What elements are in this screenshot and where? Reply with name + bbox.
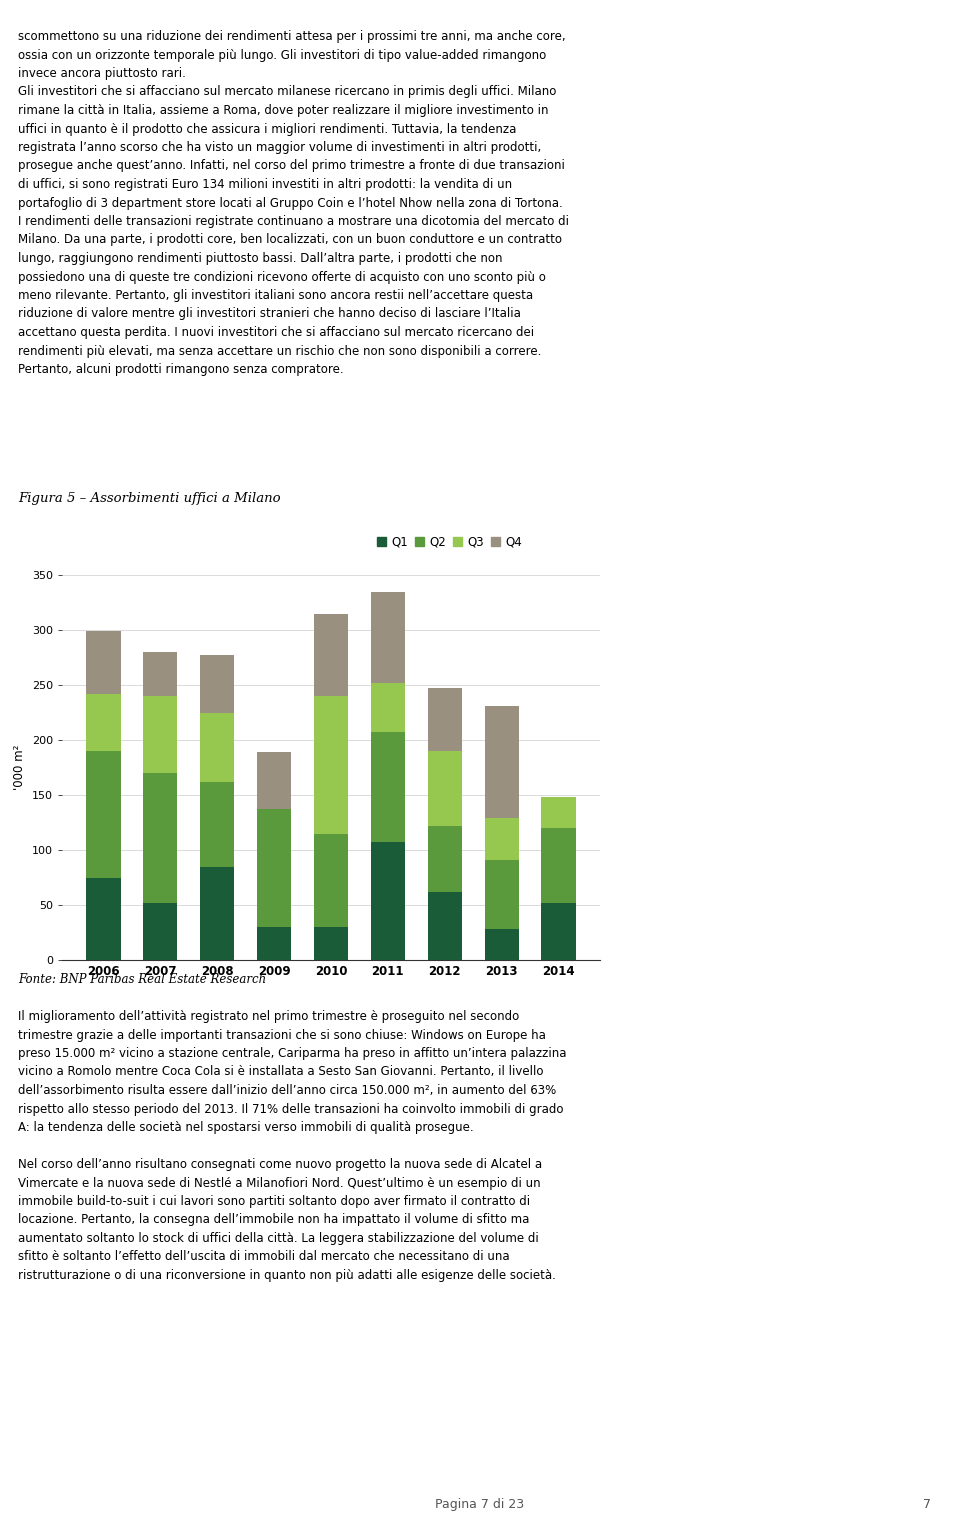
Bar [86,693,121,751]
Bar [143,696,178,774]
Bar [314,927,348,961]
Bar [143,652,178,696]
Bar [541,796,576,828]
Bar [201,866,234,961]
Bar [371,591,405,682]
Bar [485,818,518,860]
Text: rimane la città in Italia, assieme a Roma, dove poter realizzare il migliore inv: rimane la città in Italia, assieme a Rom… [18,103,548,117]
Text: rendimenti più elevati, ma senza accettare un rischio che non sono disponibili a: rendimenti più elevati, ma senza accetta… [18,345,541,357]
Bar [428,825,462,892]
Bar [201,713,234,781]
Text: A: la tendenza delle società nel spostarsi verso immobili di qualità prosegue.: A: la tendenza delle società nel spostar… [18,1122,473,1134]
Text: meno rilevante. Pertanto, gli investitori italiani sono ancora restii nell’accet: meno rilevante. Pertanto, gli investitor… [18,289,533,302]
Text: aumentato soltanto lo stock di uffici della città. La leggera stabilizzazione de: aumentato soltanto lo stock di uffici de… [18,1233,539,1245]
Text: 7: 7 [924,1499,931,1511]
Bar [201,655,234,713]
Bar [86,751,121,877]
Bar [428,751,462,825]
Bar [143,903,178,961]
Text: sfitto è soltanto l’effetto dell’uscita di immobili dal mercato che necessitano : sfitto è soltanto l’effetto dell’uscita … [18,1251,510,1263]
Y-axis label: '000 m²: '000 m² [13,745,26,790]
Bar [428,689,462,751]
Bar [485,860,518,929]
Text: Fonte: BNP Paribas Real Estate Research: Fonte: BNP Paribas Real Estate Research [18,973,266,986]
Bar [201,781,234,866]
Text: uffici in quanto è il prodotto che assicura i migliori rendimenti. Tuttavia, la : uffici in quanto è il prodotto che assic… [18,123,516,135]
Bar [541,828,576,903]
Text: Vimercate e la nuova sede di Nestlé a Milanofiori Nord. Quest’ultimo è un esempi: Vimercate e la nuova sede di Nestlé a Mi… [18,1176,540,1190]
Text: rispetto allo stesso periodo del 2013. Il 71% delle transazioni ha coinvolto imm: rispetto allo stesso periodo del 2013. I… [18,1102,564,1116]
Bar [257,927,291,961]
Bar [143,774,178,903]
Text: registrata l’anno scorso che ha visto un maggior volume di investimenti in altri: registrata l’anno scorso che ha visto un… [18,141,541,154]
Text: Nel corso dell’anno risultano consegnati come nuovo progetto la nuova sede di Al: Nel corso dell’anno risultano consegnati… [18,1158,542,1170]
Text: vicino a Romolo mentre Coca Cola si è installata a Sesto San Giovanni. Pertanto,: vicino a Romolo mentre Coca Cola si è in… [18,1066,543,1079]
Text: accettano questa perdita. I nuovi investitori che si affacciano sul mercato rice: accettano questa perdita. I nuovi invest… [18,325,534,339]
Text: invece ancora piuttosto rari.: invece ancora piuttosto rari. [18,67,186,81]
Text: immobile build-to-suit i cui lavori sono partiti soltanto dopo aver firmato il c: immobile build-to-suit i cui lavori sono… [18,1195,530,1208]
Bar [257,809,291,927]
Text: lungo, raggiungono rendimenti piuttosto bassi. Dall’altra parte, i prodotti che : lungo, raggiungono rendimenti piuttosto … [18,252,502,264]
Text: trimestre grazie a delle importanti transazioni che si sono chiuse: Windows on E: trimestre grazie a delle importanti tran… [18,1029,546,1041]
Bar [371,682,405,733]
Bar [428,892,462,961]
Text: portafoglio di 3 department store locati al Gruppo Coin e l’hotel Nhow nella zon: portafoglio di 3 department store locati… [18,196,563,210]
Bar [86,631,121,693]
Text: Gli investitori che si affacciano sul mercato milanese ricercano in primis degli: Gli investitori che si affacciano sul me… [18,85,557,99]
Text: Milano. Da una parte, i prodotti core, ben localizzati, con un buon conduttore e: Milano. Da una parte, i prodotti core, b… [18,234,562,246]
Bar [371,733,405,842]
Bar [485,705,518,818]
Bar [314,696,348,833]
Text: di uffici, si sono registrati Euro 134 milioni investiti in altri prodotti: la v: di uffici, si sono registrati Euro 134 m… [18,178,512,192]
Text: ossia con un orizzonte temporale più lungo. Gli investitori di tipo value-added : ossia con un orizzonte temporale più lun… [18,49,546,61]
Text: Figura 5 – Assorbimenti uffici a Milano: Figura 5 – Assorbimenti uffici a Milano [18,492,280,505]
Text: ristrutturazione o di una riconversione in quanto non più adatti alle esigenze d: ristrutturazione o di una riconversione … [18,1269,556,1281]
Text: locazione. Pertanto, la consegna dell’immobile non ha impattato il volume di sfi: locazione. Pertanto, la consegna dell’im… [18,1213,529,1227]
Text: scommettono su una riduzione dei rendimenti attesa per i prossimi tre anni, ma a: scommettono su una riduzione dei rendime… [18,30,565,43]
Text: riduzione di valore mentre gli investitori stranieri che hanno deciso di lasciar: riduzione di valore mentre gli investito… [18,307,521,321]
Bar [314,614,348,696]
Text: Il miglioramento dell’attività registrato nel primo trimestre è proseguito nel s: Il miglioramento dell’attività registrat… [18,1009,519,1023]
Text: prosegue anche quest’anno. Infatti, nel corso del primo trimestre a fronte di du: prosegue anche quest’anno. Infatti, nel … [18,160,564,172]
Bar [314,833,348,927]
Text: I rendimenti delle transazioni registrate continuano a mostrare una dicotomia de: I rendimenti delle transazioni registrat… [18,214,569,228]
Text: Pagina 7 di 23: Pagina 7 di 23 [436,1499,524,1511]
Text: Pertanto, alcuni prodotti rimangono senza compratore.: Pertanto, alcuni prodotti rimangono senz… [18,363,344,375]
Bar [257,752,291,809]
Text: preso 15.000 m² vicino a stazione centrale, Cariparma ha preso in affitto un’int: preso 15.000 m² vicino a stazione centra… [18,1047,566,1059]
Bar [485,929,518,961]
Bar [541,903,576,961]
Text: dell’assorbimento risulta essere dall’inizio dell’anno circa 150.000 m², in aume: dell’assorbimento risulta essere dall’in… [18,1084,556,1097]
Legend: Q1, Q2, Q3, Q4: Q1, Q2, Q3, Q4 [372,530,526,553]
Bar [371,842,405,961]
Text: possiedono una di queste tre condizioni ricevono offerte di acquisto con uno sco: possiedono una di queste tre condizioni … [18,271,546,284]
Bar [86,877,121,961]
